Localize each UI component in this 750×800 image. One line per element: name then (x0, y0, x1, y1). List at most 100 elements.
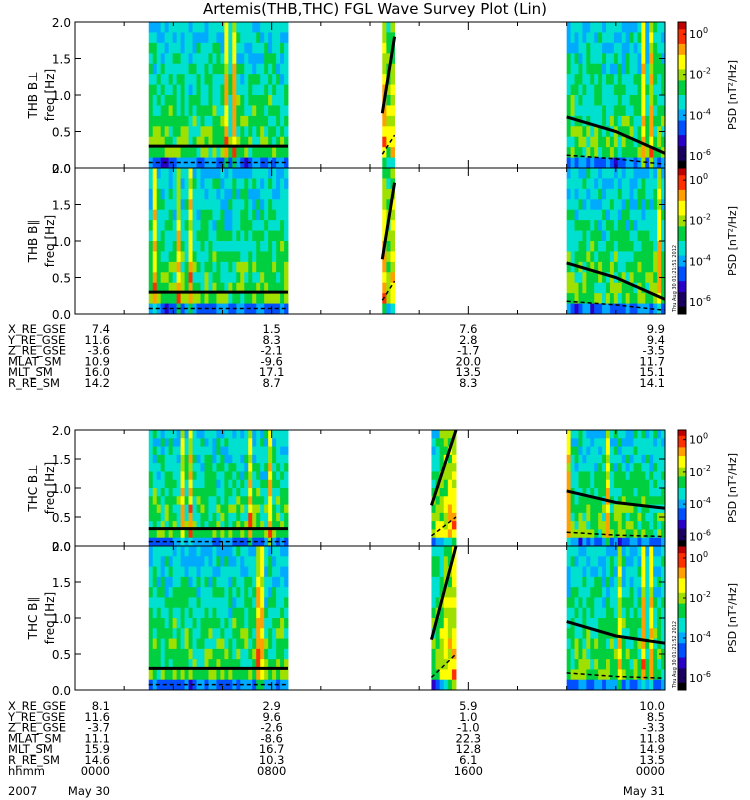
ephemeris-value: 1.5 (263, 322, 281, 336)
ephemeris-value: 2.8 (459, 333, 477, 347)
ephemeris-thb-block: X_RE_GSE 7.4 1.5 7.6 9.9 Y_RE_GSE 11.6 8.3 2.8 9.… (7, 322, 665, 390)
ephemeris-value: 0000 (81, 764, 110, 778)
y-tick-label: 2.0 (52, 424, 71, 438)
colorbar-tick-label: 10-6 (689, 670, 711, 685)
ephemeris-value: 9.4 (647, 333, 665, 347)
ephemeris-value: -1.7 (457, 344, 479, 358)
ephemeris-label: X_RE_GSE (8, 699, 66, 713)
ephemeris-value: -3.5 (643, 344, 665, 358)
colorbar-label: PSD [nT²/Hz] (726, 60, 739, 130)
trace-lower (566, 154, 666, 166)
colorbar-tick-label: 10-4 (689, 107, 711, 122)
ephemeris-label: Z_RE_GSE (8, 344, 66, 358)
date-row: 2007 May 30 May 31 (8, 784, 665, 798)
ephemeris-value: 8.7 (263, 376, 281, 390)
y-tick-label: 0.0 (52, 540, 71, 554)
trace-upper (380, 36, 397, 114)
ephemeris-value: -9.6 (260, 354, 282, 368)
ephemeris-label: hhmm (8, 764, 45, 778)
panel-ylabel-probe: THC B⊥ (26, 464, 40, 512)
trace-upper (566, 261, 666, 301)
y-tick-label: 1.5 (52, 53, 71, 67)
y-tick-label: 0.0 (52, 684, 71, 698)
trace-upper (566, 489, 666, 510)
y-tick-label: 1.0 (52, 89, 71, 103)
colorbar-tick-label: 10-2 (689, 590, 711, 605)
ephemeris-value: 6.1 (459, 753, 477, 767)
y-tick-label: 0.5 (52, 648, 71, 662)
y-tick-label: 0.5 (52, 126, 71, 140)
y-tick-label: 1.0 (52, 482, 71, 496)
colorbar-tick-label: 10-6 (689, 528, 711, 543)
y-tick-label: 0.0 (52, 308, 71, 322)
ephemeris-value: 15.1 (639, 365, 665, 379)
ephemeris-value: 13.5 (639, 753, 665, 767)
ephemeris-value: 9.9 (647, 322, 665, 336)
timestamp: Thu Aug 30 01:21:52 2012 (672, 621, 678, 689)
ephemeris-value: 11.6 (84, 333, 110, 347)
ephemeris-label: MLT_SM (8, 742, 53, 756)
ephemeris-label: MLAT_SM (8, 731, 62, 745)
ephemeris-thc-block: X_RE_GSE 8.1 2.9 5.9 10.0 Y_RE_GSE 11.6 9.6 1.0 8… (7, 699, 665, 778)
y-tick-label: 1.5 (52, 576, 71, 590)
ephemeris-value: 15.9 (84, 742, 110, 756)
ephemeris-value: 8.5 (647, 710, 665, 724)
spectrogram-strip (431, 430, 457, 547)
ephemeris-value: 11.8 (639, 731, 665, 745)
ephemeris-value: 14.9 (639, 742, 665, 756)
colorbar: 10-6 10-4 10-2 100 PSD [nT²/Hz] Thu Aug 30 01… (672, 545, 739, 691)
ephemeris-value: 13.5 (456, 365, 482, 379)
ephemeris-label: MLT_SM (8, 365, 53, 379)
ephemeris-value: 22.3 (456, 731, 482, 745)
ephemeris-value: 20.0 (456, 354, 482, 368)
trace-lower (430, 653, 457, 678)
colorbar-tick-label: 100 (689, 172, 708, 187)
ephemeris-value: 14.1 (639, 376, 665, 390)
ephemeris-value: 11.1 (84, 731, 110, 745)
ephemeris-value: 16.7 (259, 742, 285, 756)
panel-ylabel-freq: freq [Hz] (43, 462, 57, 514)
ephemeris-value: 7.4 (92, 322, 110, 336)
ephemeris-value: 2.9 (263, 699, 281, 713)
ephemeris-value: 8.1 (92, 699, 110, 713)
timestamp: Thu Aug 30 01:21:51 2012 (672, 245, 678, 313)
colorbar-tick-label: 100 (689, 26, 708, 41)
ephemeris-value: 10.0 (639, 699, 665, 713)
y-tick-label: 1.5 (52, 453, 71, 467)
ephemeris-value: 10.3 (259, 753, 285, 767)
ephemeris-value: 0800 (257, 764, 286, 778)
ephemeris-label: Z_RE_GSE (8, 721, 66, 735)
trace-lower (566, 531, 666, 538)
panel-ylabel-probe: THB B∥ (26, 220, 40, 264)
colorbar-label: PSD [nT²/Hz] (726, 453, 739, 523)
ephemeris-value: 11.6 (84, 710, 110, 724)
trace-upper (380, 182, 397, 260)
ephemeris-value: 0000 (636, 764, 665, 778)
y-tick-label: 1.0 (52, 235, 71, 249)
trace-lower (431, 516, 457, 537)
ephemeris-value: -2.1 (260, 344, 282, 358)
y-tick-label: 2.0 (52, 16, 71, 30)
ephemeris-value: 11.7 (639, 354, 665, 368)
ephemeris-value: 7.6 (459, 322, 477, 336)
ephemeris-label: MLAT_SM (8, 354, 62, 368)
trace-upper (566, 115, 666, 155)
ephemeris-label: Y_RE_GSE (7, 333, 65, 347)
y-tick-label: 2.0 (52, 162, 71, 176)
ephemeris-value: 8.3 (263, 333, 281, 347)
ephemeris-value: -2.6 (260, 721, 282, 735)
colorbar-tick-label: 10-2 (689, 464, 711, 479)
ephemeris-value: 10.9 (84, 354, 110, 368)
ephemeris-value: 17.1 (259, 365, 285, 379)
colorbar-tick-label: 10-2 (689, 213, 711, 228)
ephemeris-value: 12.8 (456, 742, 482, 756)
panel-ylabel-freq: freq [Hz] (43, 69, 57, 121)
ephemeris-value: -8.6 (260, 731, 282, 745)
y-tick-label: 1.5 (52, 199, 71, 213)
colorbar-label: PSD [nT²/Hz] (726, 206, 739, 276)
ephemeris-label: R_RE_SM (8, 753, 60, 767)
